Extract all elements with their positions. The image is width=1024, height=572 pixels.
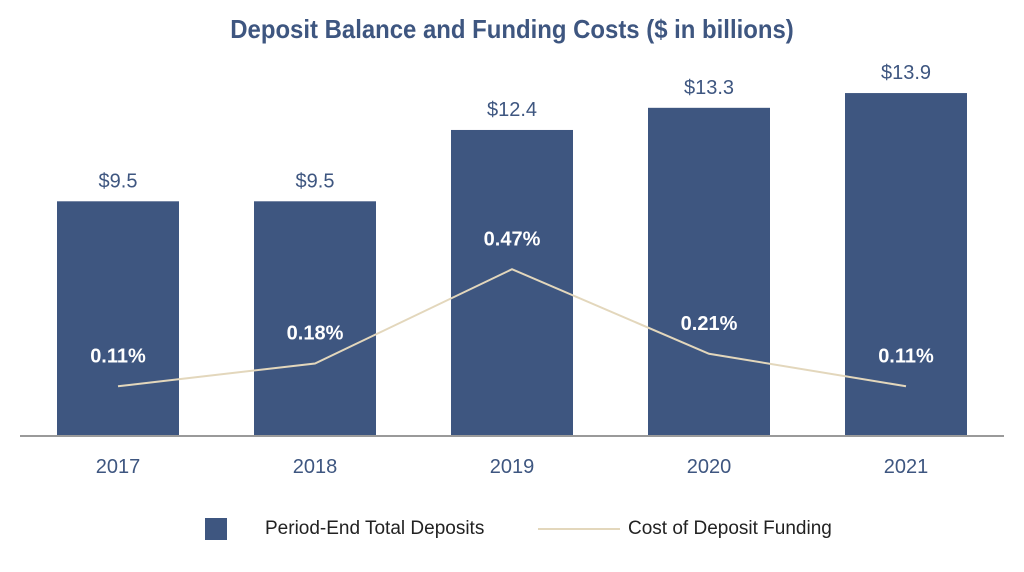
funding-cost-label-2021: 0.11% <box>878 345 934 367</box>
bar-2021 <box>845 93 967 435</box>
bar-value-label-2020: $13.3 <box>684 77 734 99</box>
legend-swatch-funding-cost <box>538 528 620 530</box>
funding-cost-label-2018: 0.18% <box>287 323 344 345</box>
funding-cost-label-2019: 0.47% <box>484 228 541 250</box>
bar-2017 <box>57 201 179 435</box>
x-tick-label-2017: 2017 <box>96 456 141 478</box>
funding-cost-label-2017: 0.11% <box>90 345 146 367</box>
bar-value-label-2017: $9.5 <box>99 170 138 192</box>
legend-label-funding-cost: Cost of Deposit Funding <box>628 518 832 539</box>
funding-cost-label-2020: 0.21% <box>681 313 738 335</box>
legend-item-deposits: Period-End Total Deposits <box>205 518 484 540</box>
x-tick-label-2019: 2019 <box>490 456 535 478</box>
x-tick-label-2020: 2020 <box>687 456 732 478</box>
chart-title: Deposit Balance and Funding Costs ($ in … <box>230 14 794 44</box>
legend-item-funding-cost: Cost of Deposit Funding <box>538 518 832 540</box>
x-tick-label-2021: 2021 <box>884 456 929 478</box>
bar-2018 <box>254 201 376 435</box>
bar-value-label-2019: $12.4 <box>487 99 537 121</box>
chart-legend: Period-End Total Deposits Cost of Deposi… <box>0 518 1024 548</box>
legend-swatch-deposits <box>205 518 227 540</box>
legend-label-deposits: Period-End Total Deposits <box>265 518 485 539</box>
bar-value-label-2018: $9.5 <box>296 170 335 192</box>
bar-2020 <box>648 107 770 435</box>
bar-value-label-2021: $13.9 <box>881 62 931 84</box>
bar-2019 <box>451 129 573 435</box>
chart-plot-area: $9.5 $9.5 $12.4 $13.3 $13.9 2017 2018 2019 2020 2… <box>20 62 1004 478</box>
x-tick-label-2018: 2018 <box>293 456 338 478</box>
